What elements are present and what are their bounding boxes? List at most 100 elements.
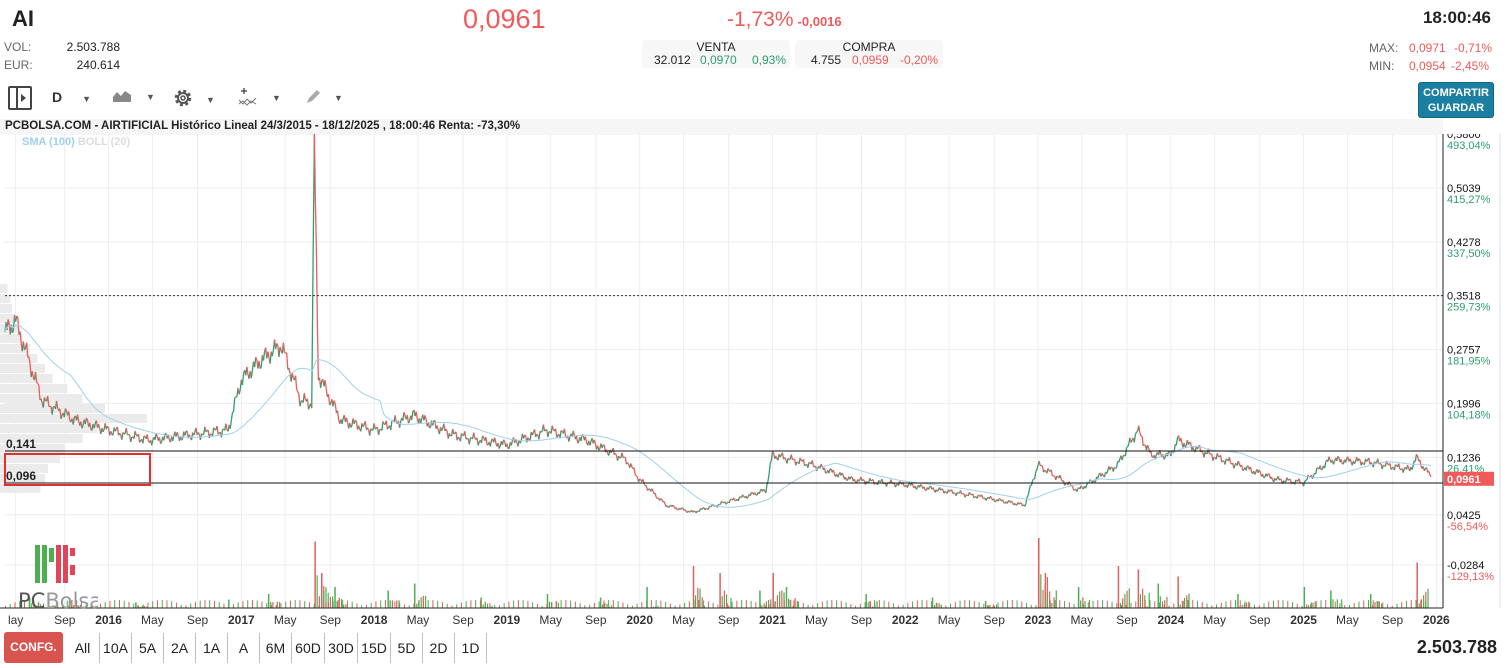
share-save-button[interactable]: COMPARTIR GUARDAR — [1418, 82, 1494, 118]
settings-dropdown[interactable]: ▼ — [172, 87, 215, 114]
price-segment — [232, 411, 234, 413]
range-button-10a[interactable]: 10A — [100, 633, 132, 663]
price-segment — [811, 460, 815, 466]
volume-bar — [1382, 602, 1384, 608]
volume-bar — [983, 603, 985, 608]
volume-bar — [194, 601, 196, 608]
price-segment — [457, 436, 460, 439]
price-segment — [941, 488, 944, 491]
volume-bar — [1051, 602, 1053, 608]
price-segment — [725, 502, 728, 505]
volume-bar — [570, 600, 572, 608]
range-button-1a[interactable]: 1A — [196, 633, 228, 663]
price-segment — [560, 429, 563, 432]
volume-bar — [755, 602, 757, 608]
price-segment — [160, 441, 163, 445]
volume-bar — [969, 600, 971, 608]
x-tick-label: 2020 — [626, 613, 654, 627]
volume-bar — [959, 600, 961, 608]
price-segment — [1134, 431, 1138, 435]
volume-bar — [304, 601, 306, 608]
price-segment — [307, 405, 311, 410]
price-segment — [1025, 497, 1028, 505]
volume-bar — [1391, 605, 1393, 608]
level-range-box[interactable] — [4, 453, 151, 486]
volume-bar — [532, 602, 534, 608]
volume-bar — [489, 602, 491, 608]
volume-bar — [1068, 602, 1070, 608]
legend-boll[interactable]: BOLL (20) — [77, 136, 131, 148]
volume-bar — [1116, 603, 1118, 608]
volume-bar — [223, 603, 225, 608]
price-segment — [820, 463, 823, 468]
range-button-2d[interactable]: 2D — [423, 633, 455, 663]
volume-bar — [1142, 588, 1144, 608]
volume-bar — [1188, 593, 1190, 608]
range-button-1d[interactable]: 1D — [455, 633, 487, 663]
volume-bar — [418, 601, 420, 608]
volume-bar — [508, 601, 510, 608]
volume-bar — [71, 600, 73, 608]
range-button-30d[interactable]: 30D — [325, 633, 358, 663]
volume-bar — [612, 600, 614, 608]
legend-sma[interactable]: SMA (100) — [22, 136, 75, 148]
price-segment — [1089, 479, 1092, 481]
price-segment — [122, 432, 125, 435]
indicators-dropdown[interactable]: ▼ — [238, 87, 281, 112]
volume-bar — [865, 594, 867, 608]
volume-bar — [77, 605, 79, 608]
volume-bar — [420, 597, 422, 608]
volume-bar — [361, 605, 363, 608]
price-segment — [624, 457, 628, 465]
price-segment — [93, 422, 96, 429]
volume-bar — [1040, 603, 1042, 608]
volume-profile-bar — [0, 284, 8, 293]
range-button-5a[interactable]: 5A — [132, 633, 164, 663]
price-segment — [687, 510, 690, 513]
range-button-60d[interactable]: 60D — [292, 633, 325, 663]
price-segment — [271, 349, 275, 357]
range-button-6m[interactable]: 6M — [260, 633, 292, 663]
volume-bar — [1173, 603, 1175, 608]
price-segment — [262, 351, 266, 361]
toggle-panel-button[interactable] — [8, 86, 32, 110]
price-segment — [1425, 467, 1429, 473]
x-tick-label: May — [937, 613, 961, 627]
volume-bar — [47, 605, 49, 608]
period-dropdown[interactable]: D ▼ — [52, 89, 91, 105]
range-button-all[interactable]: All — [66, 633, 100, 663]
range-button-a[interactable]: A — [228, 633, 260, 663]
price-segment — [559, 430, 562, 439]
range-button-15d[interactable]: 15D — [358, 633, 391, 663]
volume-bar — [707, 601, 709, 608]
volume-bar — [90, 604, 92, 608]
volume-bar — [323, 603, 325, 608]
chart-type-dropdown[interactable]: ▼ — [112, 89, 155, 108]
price-segment — [598, 448, 601, 451]
volume-bar — [728, 605, 730, 608]
price-segment — [146, 434, 150, 442]
volume-bar — [1197, 600, 1199, 608]
volume-bar — [345, 604, 347, 608]
volume-profile-bar — [0, 364, 45, 373]
price-segment — [453, 432, 456, 435]
x-tick-label: Sep — [983, 613, 1005, 627]
volume-bar — [270, 601, 272, 608]
range-button-2a[interactable]: 2A — [164, 633, 196, 663]
volume-bar — [995, 604, 998, 608]
volume-bar — [807, 605, 809, 608]
volume-bar — [730, 598, 732, 608]
volume-bar — [437, 600, 439, 608]
volume-bar — [213, 600, 215, 608]
volume-bar — [1002, 601, 1004, 608]
price-segment — [1319, 465, 1322, 471]
price-segment — [1163, 456, 1166, 460]
volume-bar — [1401, 602, 1403, 608]
price-segment — [1429, 474, 1432, 478]
range-button-5d[interactable]: 5D — [391, 633, 423, 663]
config-button[interactable]: CONFG. — [4, 632, 63, 663]
volume-bar — [1372, 600, 1374, 608]
drawing-tools-dropdown[interactable]: ▼ — [304, 88, 343, 111]
volume-bar — [1380, 603, 1383, 608]
